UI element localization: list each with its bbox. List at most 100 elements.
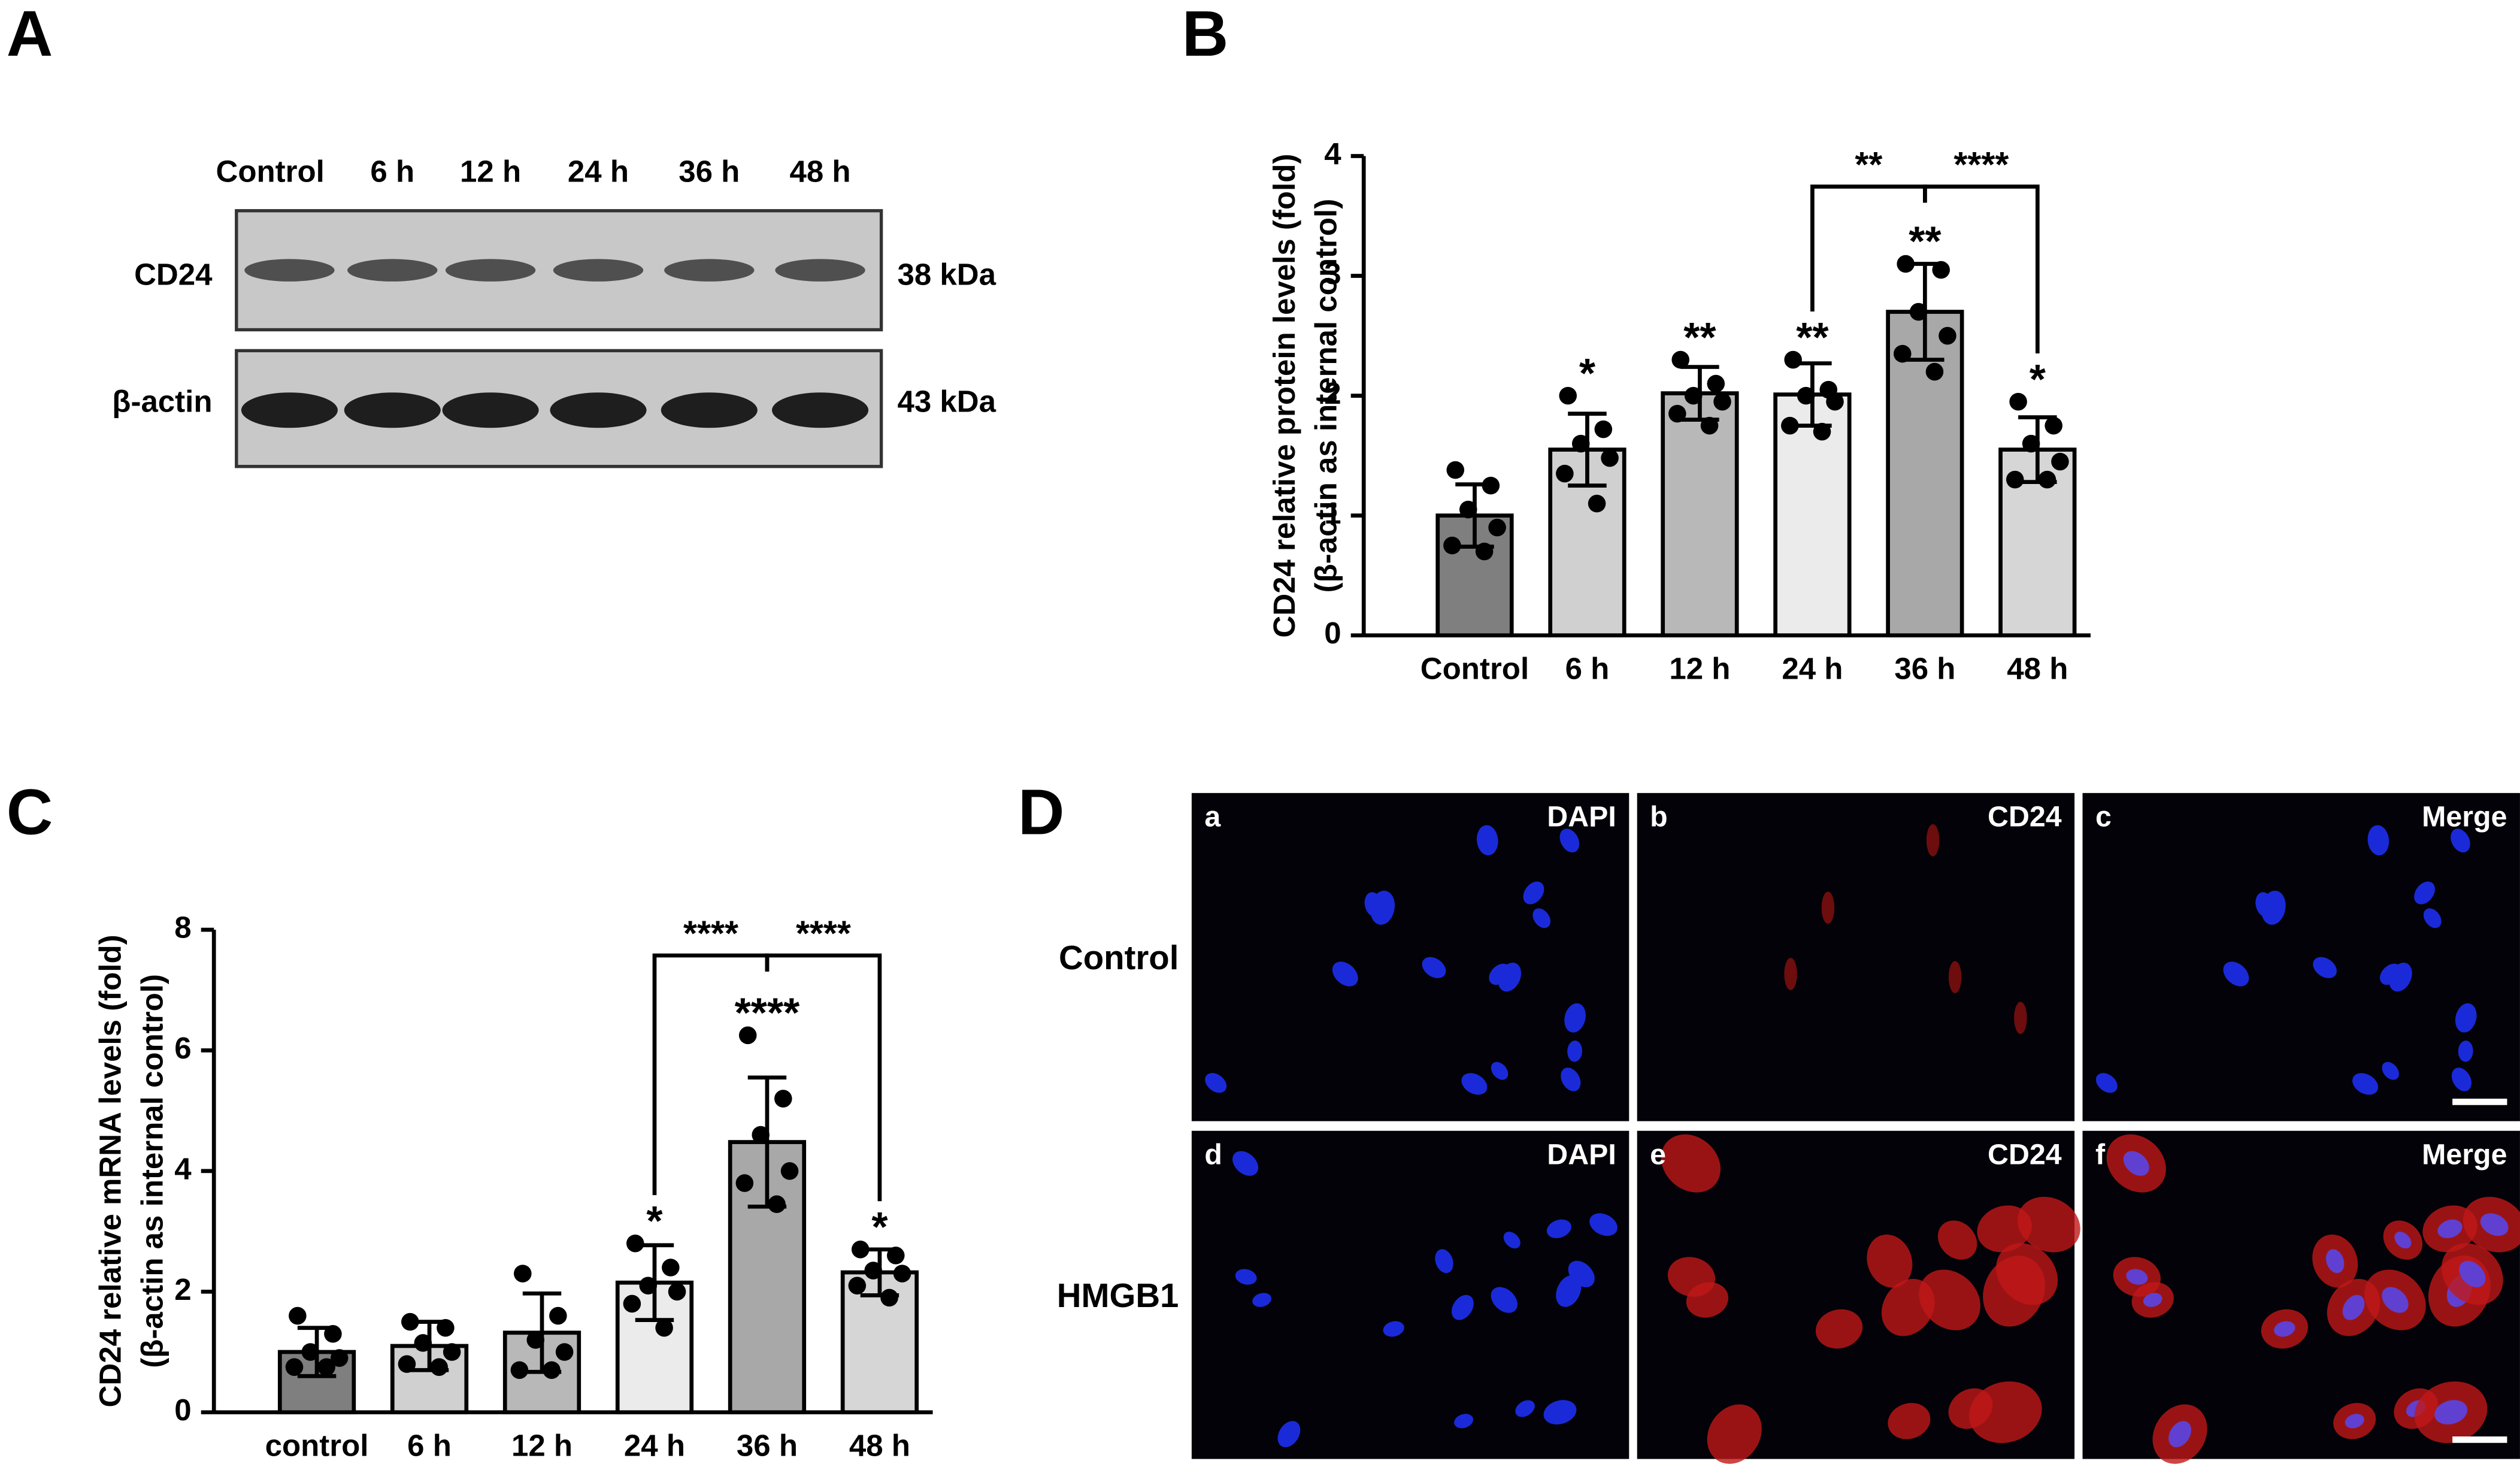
band	[553, 259, 644, 282]
data-point	[285, 1358, 304, 1376]
data-point	[752, 1126, 770, 1144]
tile-letter: a	[1204, 801, 1221, 833]
data-point	[555, 1343, 574, 1361]
x-tick-label: 12 h	[511, 1428, 573, 1462]
nucleus	[2394, 1232, 2412, 1249]
row-label: HMGB1	[1057, 1277, 1179, 1314]
nucleus	[1435, 1249, 1453, 1274]
nucleus	[1561, 1067, 1581, 1091]
channel-label: DAPI	[1547, 1139, 1616, 1171]
data-point	[1601, 449, 1619, 467]
nucleus	[2437, 1219, 2463, 1238]
data-point	[1443, 536, 1461, 555]
band	[775, 259, 865, 282]
data-point	[1446, 461, 1465, 479]
nucleus	[2168, 1421, 2191, 1448]
panel-label: C	[7, 776, 53, 848]
bar	[1886, 310, 1964, 638]
tile-letter: f	[2095, 1139, 2106, 1171]
nucleus	[1252, 1293, 1271, 1307]
x-tick-label: Control	[1420, 651, 1529, 685]
panel-label: D	[1018, 776, 1065, 848]
micrographs: Control HMGB1 a DAPI b CD24 c Merge d DAPI e CD24 f M…	[1057, 793, 2520, 1464]
data-point	[774, 1090, 792, 1108]
data-point	[668, 1283, 686, 1301]
y-axis-label: (β-actin as internal control)	[1309, 199, 1343, 593]
y-tick-label: 4	[174, 1151, 192, 1185]
y-tick-label: 4	[1324, 137, 1341, 171]
band	[347, 259, 438, 282]
cell-stain	[1821, 891, 1835, 924]
nucleus	[2455, 1003, 2477, 1033]
row-label: CD24	[134, 257, 213, 291]
nucleus	[2414, 881, 2435, 905]
data-point	[2038, 470, 2056, 489]
y-tick-label: 1	[1324, 496, 1341, 530]
data-point	[430, 1358, 448, 1376]
nucleus	[2095, 1073, 2118, 1093]
data-point	[880, 1288, 898, 1307]
nucleus	[1568, 1260, 1595, 1287]
nucleus	[1454, 1414, 1474, 1429]
y-tick-label: 6	[174, 1031, 191, 1065]
nucleus	[1556, 1275, 1582, 1307]
x-tick-label: 48 h	[849, 1428, 910, 1462]
data-point	[848, 1277, 867, 1295]
y-tick-label: 2	[1324, 376, 1341, 410]
data-point	[1707, 374, 1725, 393]
nucleus	[2255, 892, 2274, 917]
channel-label: Merge	[2422, 801, 2507, 833]
size-label: 38 kDa	[897, 257, 996, 291]
data-point	[1713, 392, 1731, 411]
bracket	[1923, 184, 2040, 354]
nucleus	[2434, 1400, 2468, 1425]
significance: *	[1579, 350, 1596, 397]
cell-stain	[1919, 1269, 1980, 1330]
panel-label: B	[1182, 0, 1229, 69]
x-tick-label: 36 h	[737, 1428, 798, 1462]
bar	[1661, 391, 1739, 638]
channel-label: CD24	[1988, 801, 2062, 833]
size-label: 43 kDa	[897, 384, 996, 418]
data-point	[735, 1174, 754, 1192]
nucleus	[1364, 892, 1383, 917]
micrograph	[2082, 793, 2520, 1121]
data-point	[443, 1343, 461, 1361]
bracket-label: ****	[683, 914, 738, 953]
band	[344, 392, 441, 428]
nucleus	[1532, 908, 1551, 928]
data-point	[2051, 452, 2069, 471]
data-point	[1826, 392, 1844, 411]
y-tick-label: 0	[174, 1393, 191, 1427]
nucleus	[1235, 1269, 1257, 1285]
tile-letter: d	[1204, 1139, 1222, 1171]
nucleus	[1461, 1073, 1488, 1095]
data-point	[514, 1265, 532, 1283]
lane-label: 24 h	[568, 154, 629, 188]
significance: **	[1683, 314, 1716, 361]
band	[442, 392, 539, 428]
x-tick-label: control	[265, 1428, 369, 1462]
micrograph	[1637, 793, 2075, 1121]
nucleus	[1498, 963, 1522, 992]
nucleus	[1332, 961, 1358, 987]
tile-letter: e	[1650, 1139, 1666, 1171]
channel-label: CD24	[1988, 1139, 2062, 1171]
nucleus	[2123, 1151, 2149, 1176]
data-point	[1559, 386, 1577, 405]
bracket-label: ****	[796, 914, 851, 953]
bracket-label: ****	[1953, 145, 2009, 184]
nucleus	[2480, 1213, 2509, 1236]
nucleus	[1491, 1287, 1518, 1313]
x-tick-label: 48 h	[2007, 651, 2068, 685]
nucleus	[2423, 908, 2442, 928]
band	[772, 392, 869, 428]
cell-stain	[2014, 1002, 2027, 1035]
cell-stain	[1937, 1220, 1977, 1260]
data-point	[1671, 350, 1689, 369]
data-point	[1594, 420, 1613, 438]
nucleus	[2451, 828, 2470, 853]
data-point	[1556, 464, 1574, 483]
data-point	[1925, 362, 1944, 381]
